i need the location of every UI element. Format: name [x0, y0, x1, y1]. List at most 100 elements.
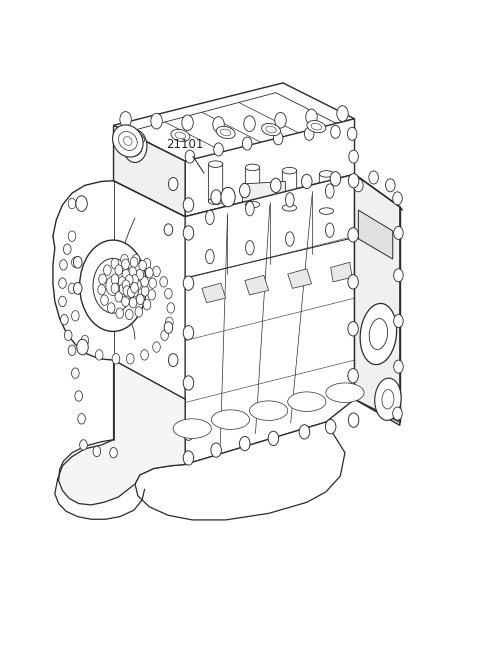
Circle shape [331, 125, 340, 138]
Circle shape [148, 290, 156, 300]
Circle shape [125, 309, 133, 320]
Circle shape [348, 228, 359, 242]
Circle shape [111, 283, 119, 293]
Circle shape [104, 265, 111, 275]
Polygon shape [185, 174, 355, 464]
Ellipse shape [326, 383, 364, 403]
Circle shape [93, 446, 101, 457]
Polygon shape [245, 167, 260, 205]
Circle shape [115, 265, 122, 275]
Circle shape [348, 413, 359, 427]
Circle shape [354, 179, 363, 192]
Circle shape [182, 115, 193, 130]
Circle shape [168, 178, 178, 191]
Circle shape [271, 178, 281, 193]
Ellipse shape [119, 132, 137, 151]
Circle shape [131, 282, 138, 293]
Circle shape [183, 198, 194, 212]
Circle shape [129, 297, 137, 308]
Circle shape [153, 342, 160, 352]
Ellipse shape [319, 208, 334, 214]
Circle shape [127, 287, 135, 297]
Ellipse shape [175, 132, 186, 139]
Circle shape [394, 314, 403, 328]
Circle shape [68, 283, 76, 293]
Circle shape [121, 296, 129, 307]
Circle shape [78, 413, 85, 424]
Circle shape [72, 257, 79, 267]
Circle shape [139, 260, 146, 271]
Ellipse shape [282, 204, 297, 211]
Polygon shape [202, 283, 226, 303]
Polygon shape [135, 422, 345, 520]
Circle shape [348, 322, 359, 336]
Ellipse shape [319, 171, 334, 177]
Circle shape [60, 259, 67, 270]
Polygon shape [242, 181, 285, 214]
Circle shape [120, 254, 128, 265]
Circle shape [111, 258, 119, 269]
Circle shape [60, 314, 68, 325]
Circle shape [268, 431, 279, 445]
Circle shape [160, 276, 168, 287]
Circle shape [76, 196, 87, 212]
Circle shape [115, 291, 122, 302]
Polygon shape [208, 164, 223, 202]
Polygon shape [331, 262, 352, 282]
Circle shape [128, 136, 142, 156]
Circle shape [330, 172, 341, 186]
Circle shape [369, 171, 378, 184]
Ellipse shape [246, 240, 254, 255]
Circle shape [299, 424, 310, 439]
Ellipse shape [173, 419, 211, 438]
Polygon shape [114, 125, 185, 217]
Circle shape [183, 376, 194, 390]
Circle shape [394, 360, 403, 373]
Circle shape [133, 280, 141, 290]
Ellipse shape [216, 126, 235, 139]
Circle shape [183, 426, 194, 440]
Circle shape [211, 190, 221, 204]
Circle shape [221, 187, 235, 207]
Circle shape [244, 116, 255, 132]
Circle shape [129, 267, 136, 277]
Polygon shape [114, 83, 355, 161]
Circle shape [183, 326, 194, 340]
Ellipse shape [124, 137, 132, 145]
Circle shape [183, 276, 194, 290]
Ellipse shape [325, 223, 334, 237]
Circle shape [348, 127, 357, 140]
Polygon shape [185, 119, 355, 217]
Ellipse shape [286, 193, 294, 207]
Circle shape [143, 299, 151, 310]
Circle shape [183, 451, 194, 465]
Ellipse shape [205, 210, 214, 225]
Ellipse shape [382, 390, 394, 409]
Circle shape [301, 174, 312, 189]
Polygon shape [314, 187, 357, 219]
Ellipse shape [245, 201, 260, 208]
Ellipse shape [266, 126, 276, 133]
Circle shape [106, 276, 120, 295]
Circle shape [77, 339, 88, 355]
Circle shape [214, 143, 223, 156]
Circle shape [75, 391, 83, 402]
Ellipse shape [262, 123, 280, 136]
Circle shape [121, 259, 129, 269]
Circle shape [393, 407, 402, 420]
Circle shape [242, 137, 252, 150]
Circle shape [98, 284, 106, 295]
Circle shape [306, 109, 317, 124]
Circle shape [304, 127, 314, 140]
Circle shape [213, 117, 224, 132]
Polygon shape [288, 269, 312, 288]
Circle shape [99, 274, 107, 284]
Circle shape [151, 113, 162, 129]
Circle shape [161, 330, 168, 341]
Ellipse shape [307, 121, 326, 133]
Circle shape [275, 113, 286, 128]
Circle shape [149, 278, 156, 288]
Circle shape [385, 179, 395, 192]
Circle shape [145, 267, 153, 278]
Circle shape [131, 274, 138, 285]
